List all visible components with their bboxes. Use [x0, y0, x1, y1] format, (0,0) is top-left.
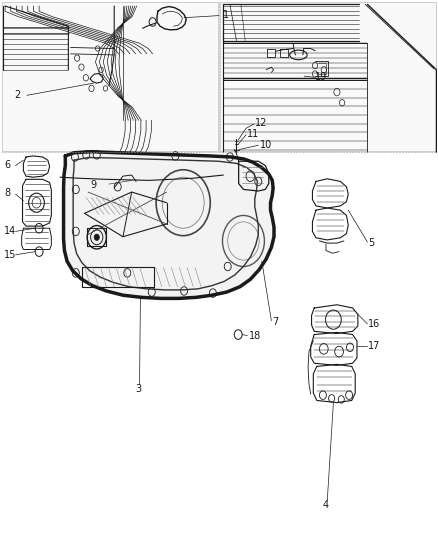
Text: 16: 16: [368, 319, 381, 329]
Text: 9: 9: [91, 180, 97, 190]
Text: 6: 6: [4, 160, 11, 171]
Text: 15: 15: [4, 250, 17, 260]
Text: 3: 3: [135, 384, 141, 394]
Text: 2: 2: [14, 90, 20, 100]
Text: 1: 1: [223, 10, 230, 20]
Text: 12: 12: [255, 118, 267, 128]
Bar: [220, 2, 436, 151]
Text: 19: 19: [315, 72, 327, 82]
Text: 8: 8: [4, 188, 11, 198]
Text: 7: 7: [272, 317, 279, 327]
Text: 5: 5: [368, 238, 374, 247]
Text: 10: 10: [260, 140, 272, 150]
Circle shape: [94, 234, 99, 240]
Text: 14: 14: [4, 227, 17, 237]
Bar: [2, 2, 218, 151]
Polygon shape: [64, 152, 274, 298]
Text: 17: 17: [368, 341, 381, 351]
Text: 4: 4: [323, 499, 329, 510]
Text: 18: 18: [249, 330, 261, 341]
Text: 11: 11: [247, 129, 260, 139]
